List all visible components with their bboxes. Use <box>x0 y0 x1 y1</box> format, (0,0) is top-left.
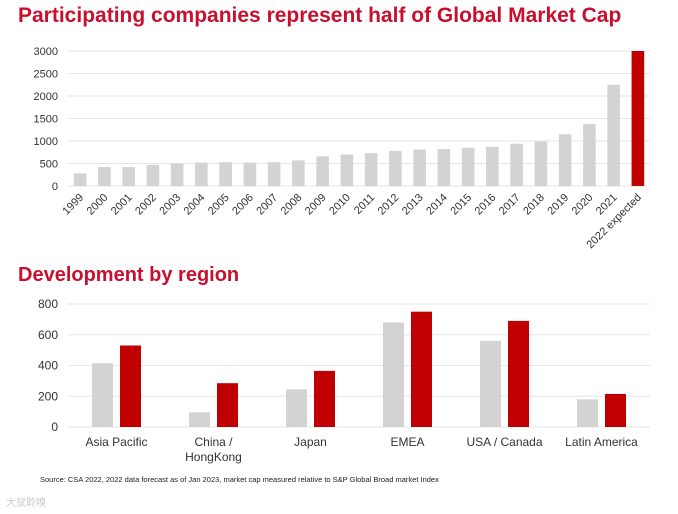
chart1-ytick-label: 3000 <box>34 46 58 58</box>
chart1-bar <box>364 153 378 186</box>
chart2-bar <box>480 340 501 427</box>
source-note: Source: CSA 2022, 2022 data forecast as … <box>40 475 439 484</box>
chart1-bar <box>219 162 232 186</box>
chart1-ytick-label: 0 <box>52 181 58 193</box>
chart1-bar <box>316 156 329 186</box>
chart2-bar <box>383 322 404 427</box>
chart2-bar <box>92 363 113 427</box>
chart1-bar <box>389 150 402 186</box>
chart1-xtick-label: 2005 <box>206 192 232 218</box>
chart2-bar <box>189 412 210 427</box>
chart1-bar <box>486 146 499 186</box>
chart1-xtick-label: 2000 <box>85 192 111 218</box>
chart1-bar <box>413 149 426 186</box>
chart1-xtick-label: 2012 <box>376 192 402 218</box>
chart1-xtick-label: 2006 <box>230 192 256 218</box>
chart1-bar <box>461 147 475 186</box>
chart1-bar <box>510 143 523 186</box>
chart1-bar <box>98 167 111 186</box>
chart1-title: Participating companies represent half o… <box>18 4 622 27</box>
chart1-xtick-label: 2016 <box>473 192 499 218</box>
chart1-ytick-label: 1000 <box>34 136 58 148</box>
chart1-xtick-label: 2008 <box>279 192 305 218</box>
chart1-xtick-label: 2007 <box>254 192 280 218</box>
chart1-bar <box>437 149 451 186</box>
chart1-xtick-label: 2014 <box>424 192 450 218</box>
chart1-bar <box>607 84 620 186</box>
chart1-bar <box>267 162 281 186</box>
watermark: 大鼠聆嗅 <box>6 498 46 509</box>
chart1-ytick-label: 1500 <box>34 114 58 126</box>
chart1-xtick-label: 2003 <box>157 192 183 218</box>
chart2-bar <box>605 393 626 427</box>
chart1-bar <box>583 123 596 186</box>
chart1-xtick-label: 2010 <box>327 192 353 218</box>
chart1-ytick-label: 500 <box>40 159 58 171</box>
chart2-ytick-label: 600 <box>38 328 58 342</box>
chart1-bar <box>122 167 135 186</box>
chart2-xtick-label: HongKong <box>185 450 242 464</box>
chart1-xtick-label: 2020 <box>570 192 596 218</box>
chart2-ytick-label: 0 <box>51 420 58 434</box>
chart2-bar <box>411 311 432 427</box>
chart2-ytick-label: 200 <box>38 389 58 403</box>
chart1-xtick-label: 2019 <box>545 192 571 218</box>
chart2-bar <box>217 383 238 427</box>
chart2-bar <box>120 345 141 427</box>
chart1-xtick-label: 2015 <box>448 192 474 218</box>
chart1-bar <box>292 160 305 186</box>
chart1-bar <box>631 51 645 186</box>
chart1-bar <box>534 141 548 186</box>
chart2-xtick-label: EMEA <box>390 435 424 449</box>
chart1-xtick-label: 2018 <box>521 192 547 218</box>
chart2-xtick-label: Latin America <box>565 435 638 449</box>
chart1-xtick-label: 1999 <box>60 192 86 218</box>
chart1-xtick-label: 2002 <box>133 192 159 218</box>
chart2-xtick-label: Japan <box>294 435 327 449</box>
chart1-xtick-label: 2011 <box>352 192 377 217</box>
chart2-xtick-label: Asia Pacific <box>85 435 147 449</box>
chart1-bar <box>170 163 184 186</box>
chart1-bar <box>73 173 87 186</box>
chart2-ytick-label: 800 <box>38 297 58 311</box>
chart1-bar <box>340 154 354 186</box>
chart1-bar <box>146 164 160 186</box>
chart1-xtick-label: 2013 <box>400 192 426 218</box>
chart1-bar <box>243 162 257 186</box>
chart1-xtick-label: 2001 <box>109 192 135 218</box>
chart2-title: Development by region <box>18 264 240 286</box>
chart1-ytick-label: 2500 <box>34 69 58 81</box>
chart1-xtick-label: 2004 <box>182 192 208 218</box>
chart2-bar <box>577 399 598 427</box>
chart2-ytick-label: 400 <box>38 359 58 373</box>
chart1-bar <box>558 134 572 186</box>
chart1-xtick-label: 2017 <box>497 192 523 218</box>
chart1-bar <box>195 162 208 186</box>
chart2-xtick-label: China / <box>194 435 233 449</box>
chart1-ytick-label: 2000 <box>34 91 58 103</box>
chart2-bar <box>286 389 307 427</box>
chart2-xtick-label: USA / Canada <box>466 435 542 449</box>
chart2-bar <box>508 320 529 427</box>
chart1-xtick-label: 2009 <box>303 192 329 218</box>
chart2-bar <box>314 370 335 427</box>
